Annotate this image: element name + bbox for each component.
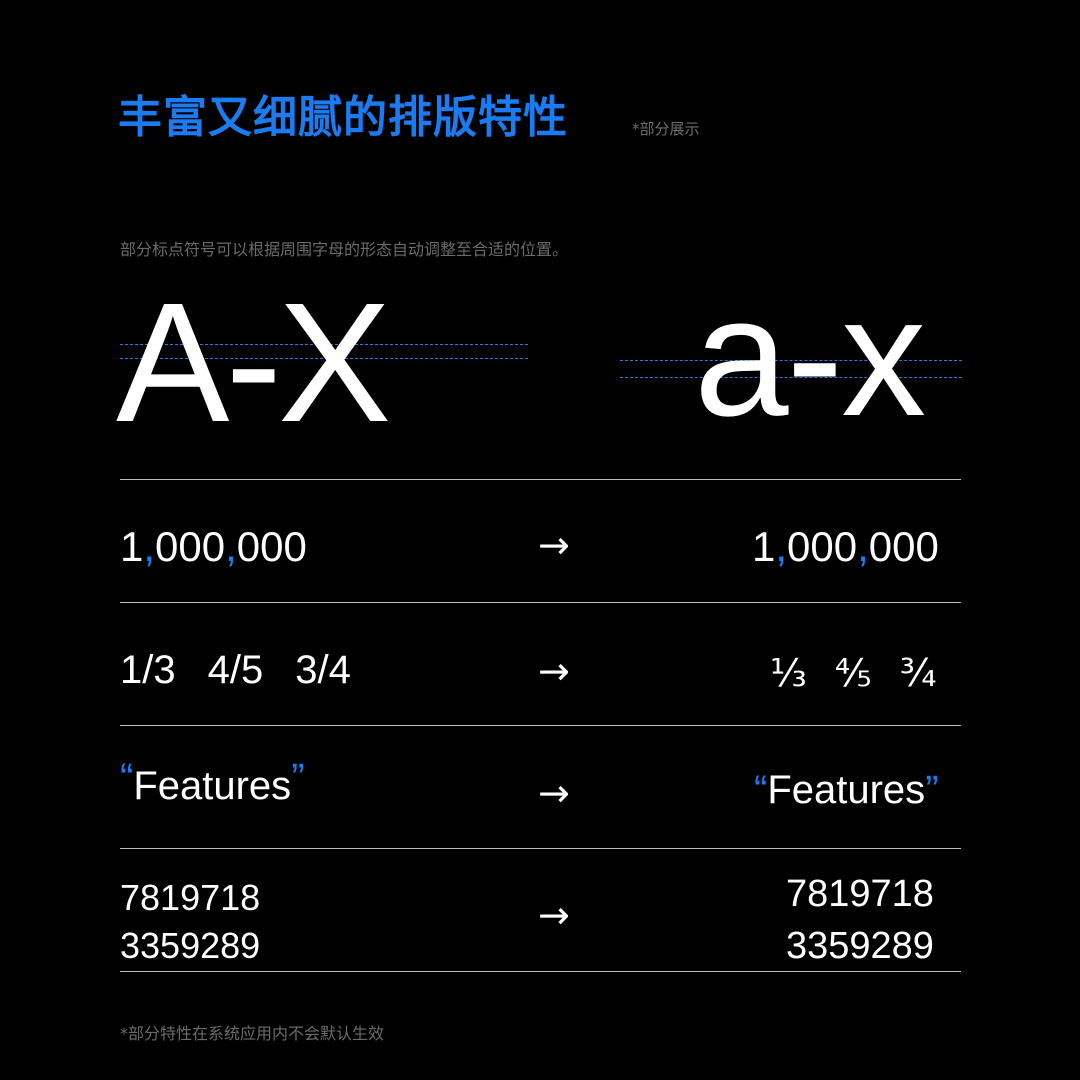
fractions-before: 1/3 4/5 3/4 bbox=[120, 650, 351, 690]
figure-line: 7819718 bbox=[786, 873, 934, 915]
footnote: *部分特性在系统应用内不会默认生效 bbox=[120, 1024, 385, 1043]
guide-line-lower-bottom bbox=[620, 377, 962, 378]
figure-line: 3359289 bbox=[120, 925, 261, 966]
digit-group: 000 bbox=[236, 523, 307, 570]
divider bbox=[120, 602, 961, 603]
arrow-right-icon: → bbox=[538, 771, 570, 815]
caption-text: 部分标点符号可以根据周围字母的形态自动调整至合适的位置。 bbox=[120, 240, 569, 259]
arrow-right-icon: → bbox=[538, 893, 570, 937]
comma-mark: , bbox=[225, 523, 237, 570]
digit-group: 1 bbox=[120, 523, 144, 570]
figure-line: 3359289 bbox=[786, 925, 934, 967]
close-quote: ” bbox=[925, 768, 939, 812]
divider bbox=[120, 848, 961, 849]
digit-group: 000 bbox=[155, 523, 226, 570]
fraction-text: 1/3 bbox=[120, 648, 176, 692]
uppercase-hyphen-sample: A-X bbox=[116, 268, 391, 458]
thousands-before: 1,000,000 bbox=[120, 526, 307, 568]
guide-line-lower-top bbox=[620, 360, 962, 361]
fraction-text: 4/5 bbox=[207, 648, 264, 692]
thousands-after: 1,000,000 bbox=[752, 526, 939, 568]
figures-after: 7819718 3359289 bbox=[786, 868, 934, 972]
close-quote: ” bbox=[291, 756, 305, 800]
digit-group: 000 bbox=[868, 523, 939, 570]
divider bbox=[120, 971, 961, 972]
quotes-before: “Features” bbox=[120, 758, 305, 808]
guide-line-upper-bottom bbox=[120, 358, 528, 359]
page-title: 丰富又细腻的排版特性 bbox=[118, 92, 568, 143]
comma-mark: , bbox=[857, 523, 869, 570]
title-note: *部分展示 bbox=[632, 120, 700, 138]
quoted-word: Features bbox=[133, 764, 292, 808]
fraction-glyph: ⅘ bbox=[834, 651, 872, 695]
open-quote: “ bbox=[120, 756, 134, 800]
comma-mark: , bbox=[775, 523, 788, 570]
open-quote: “ bbox=[754, 768, 768, 812]
digit-group: 000 bbox=[787, 523, 858, 570]
divider bbox=[120, 479, 961, 480]
fraction-glyph: ¾ bbox=[899, 651, 937, 695]
lowercase-hyphen-sample: a-x bbox=[694, 262, 926, 452]
guide-line-upper-top bbox=[120, 344, 528, 345]
fraction-text: 3/4 bbox=[295, 648, 351, 692]
comma-mark: , bbox=[143, 523, 156, 570]
quoted-word: Features bbox=[767, 768, 926, 812]
figure-line: 7819718 bbox=[120, 877, 261, 918]
quotes-after: “Features” bbox=[754, 770, 939, 810]
fraction-glyph: ⅓ bbox=[770, 651, 807, 695]
digit-group: 1 bbox=[752, 523, 776, 570]
arrow-right-icon: → bbox=[538, 649, 570, 693]
arrow-right-icon: → bbox=[538, 523, 570, 567]
divider bbox=[120, 725, 961, 726]
figures-before: 7819718 3359289 bbox=[120, 874, 260, 970]
